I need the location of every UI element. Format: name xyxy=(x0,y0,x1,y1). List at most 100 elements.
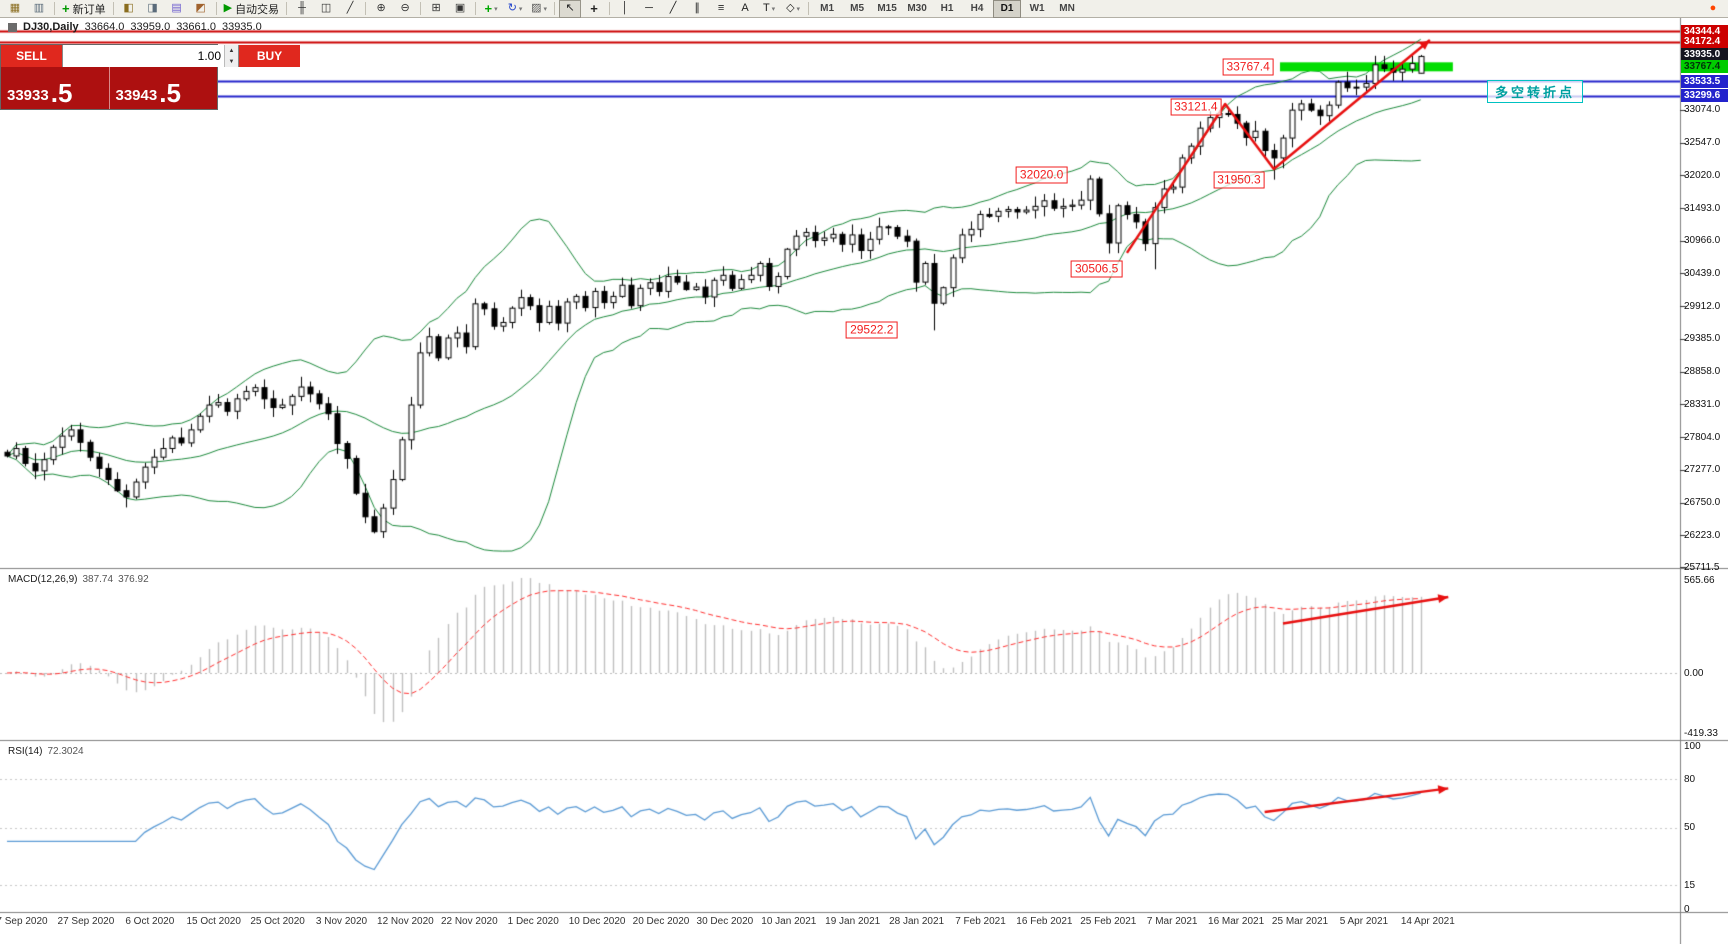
price-tick-label: 26750.0 xyxy=(1684,497,1721,509)
new-order-button[interactable]: + 新订单 xyxy=(59,0,109,18)
timeframe-M15[interactable]: M15 xyxy=(877,3,897,14)
sell-button[interactable]: SELL xyxy=(1,45,62,67)
volume-spinner: ▲ ▼ xyxy=(224,45,238,67)
cursor-icon[interactable]: ↖ xyxy=(559,0,582,18)
price-level-label: 33299.6 xyxy=(1681,89,1728,103)
volume-input[interactable] xyxy=(63,45,224,67)
price-tick-label: 27277.0 xyxy=(1684,464,1721,476)
auto-trading-button[interactable]: ▶ 自动交易 xyxy=(221,0,282,18)
toolbar-separator xyxy=(112,2,114,15)
timeframe-MN[interactable]: MN xyxy=(1059,3,1075,14)
profiles-icon[interactable]: ▥ xyxy=(28,0,50,18)
one-click-trading-panel: SELL ▲ ▼ BUY 33933 .5 33943 .5 xyxy=(0,44,300,110)
templates-glyph: ▨ xyxy=(531,2,542,14)
record-icon[interactable]: ● xyxy=(1702,0,1724,18)
price-tick-label: 27804.0 xyxy=(1684,431,1721,443)
new-chart-icon[interactable]: ▦ xyxy=(4,0,26,18)
date-tick-label: 10 Dec 2020 xyxy=(568,916,626,927)
ohlc-high: 33959.0 xyxy=(130,21,171,33)
text-tool-icon[interactable]: A xyxy=(734,0,756,18)
new-order-label: 新订单 xyxy=(72,3,106,16)
rsi-axis-label: 100 xyxy=(1684,740,1701,752)
toolbar-separator xyxy=(808,2,810,15)
date-tick-label: 3 Nov 2020 xyxy=(315,916,368,927)
fibonacci-icon[interactable]: ≡ xyxy=(710,0,732,18)
equidistant-channel-icon[interactable]: ∥ xyxy=(686,0,708,18)
macd-axis-label: 0.00 xyxy=(1684,667,1704,679)
date-tick-label: 19 Jan 2021 xyxy=(825,916,881,927)
navigator-glyph: ▤ xyxy=(171,2,182,14)
timeframe-M5[interactable]: M5 xyxy=(850,3,865,14)
indicators-icon[interactable]: + ▾ xyxy=(480,0,502,18)
ohlc-open: 33664.0 xyxy=(84,21,125,33)
date-tick-label: 25 Oct 2020 xyxy=(250,916,305,927)
candlestick-type-glyph: ◫ xyxy=(320,2,332,14)
date-tick-label: 15 Oct 2020 xyxy=(186,916,241,927)
timeframe-M1[interactable]: M1 xyxy=(820,3,835,14)
volume-up-icon[interactable]: ▲ xyxy=(225,45,238,56)
timeframe-H4[interactable]: H4 xyxy=(970,3,984,14)
date-tick-label: 22 Nov 2020 xyxy=(440,916,498,927)
tile-windows-icon[interactable]: ⊞ xyxy=(425,0,447,18)
ohlc-low: 33661.0 xyxy=(176,21,216,33)
price-tick-label: 33074.0 xyxy=(1684,104,1721,116)
timeframe-M30[interactable]: M30 xyxy=(907,3,927,14)
periods-icon[interactable]: ↻ ▾ xyxy=(504,0,526,18)
zoom-in-glyph: ⊕ xyxy=(376,2,386,14)
templates-dropdown-icon[interactable]: ▾ xyxy=(543,5,548,13)
navigator-icon[interactable]: ▤ xyxy=(166,0,188,18)
zoom-in-icon[interactable]: ⊕ xyxy=(370,0,392,18)
timeframe-W1[interactable]: W1 xyxy=(1029,3,1045,14)
price-level-label: 34344.4 xyxy=(1681,24,1728,38)
volume-down-icon[interactable]: ▼ xyxy=(225,56,238,67)
horizontal-line-glyph: ─ xyxy=(645,2,653,14)
record-glyph: ● xyxy=(1709,2,1717,14)
zoom-out-icon[interactable]: ⊖ xyxy=(394,0,416,18)
line-chart-type-icon[interactable]: ╱ xyxy=(339,0,361,18)
market-watch-icon[interactable]: ◧ xyxy=(118,0,140,18)
date-tick-label: 25 Mar 2021 xyxy=(1271,916,1329,927)
arrows-tool-icon[interactable]: T ▾ xyxy=(758,0,780,18)
profiles-glyph: ▥ xyxy=(33,2,45,14)
price-tick-label: 32020.0 xyxy=(1684,169,1721,181)
ask-price[interactable]: 33943 .5 xyxy=(115,77,181,108)
trendline-icon[interactable]: ╱ xyxy=(662,0,684,18)
vertical-line-glyph: │ xyxy=(621,2,629,14)
price-tick-label: 31493.0 xyxy=(1684,202,1721,214)
buy-button[interactable]: BUY xyxy=(239,45,300,67)
bid-price[interactable]: 33933 .5 xyxy=(1,67,110,109)
metaeditor-icon[interactable]: ◩ xyxy=(190,0,212,18)
new-chart-glyph: ▦ xyxy=(9,2,21,14)
rsi-label: RSI(14) 72.3024 xyxy=(8,746,84,757)
vertical-line-icon[interactable]: │ xyxy=(614,0,636,18)
shapes-tool-icon[interactable]: ◇ ▾ xyxy=(782,0,804,18)
crosshair-icon[interactable]: + xyxy=(583,0,605,18)
toolbar-separator xyxy=(54,2,55,15)
text-tool-glyph: A xyxy=(741,2,749,14)
arrange-windows-glyph: ▣ xyxy=(454,2,466,14)
price-tick-label: 29385.0 xyxy=(1684,333,1721,345)
bar-chart-type-icon[interactable]: ╫ xyxy=(291,0,313,18)
horizontal-line-icon[interactable]: ─ xyxy=(638,0,660,18)
price-tick-label: 28858.0 xyxy=(1684,366,1721,378)
price-annotation-label: 29522.2 xyxy=(846,321,898,339)
timeframe-H1[interactable]: H1 xyxy=(940,3,954,14)
timeframe-D1[interactable]: D1 xyxy=(993,0,1022,18)
shapes-tool-dropdown-icon[interactable]: ▾ xyxy=(796,5,801,13)
arrange-windows-icon[interactable]: ▣ xyxy=(449,0,471,18)
date-tick-label: 1 Dec 2020 xyxy=(507,916,559,927)
price-annotation-label: 30506.5 xyxy=(1070,260,1123,278)
data-window-icon[interactable]: ◨ xyxy=(142,0,164,18)
date-tick-label: 7 Mar 2021 xyxy=(1146,916,1198,927)
auto-trading-label: 自动交易 xyxy=(235,3,280,16)
price-tick-label: 32547.0 xyxy=(1684,137,1721,149)
periods-dropdown-icon[interactable]: ▾ xyxy=(518,5,523,13)
indicators-dropdown-icon[interactable]: ▾ xyxy=(494,5,498,13)
templates-icon[interactable]: ▨ ▾ xyxy=(528,0,550,18)
arrows-tool-dropdown-icon[interactable]: ▾ xyxy=(771,5,776,13)
candlestick-type-icon[interactable]: ◫ xyxy=(315,0,337,18)
trendline-glyph: ╱ xyxy=(669,2,677,14)
date-tick-label: 16 Mar 2021 xyxy=(1208,916,1265,927)
date-tick-label: 7 Feb 2021 xyxy=(955,916,1006,927)
